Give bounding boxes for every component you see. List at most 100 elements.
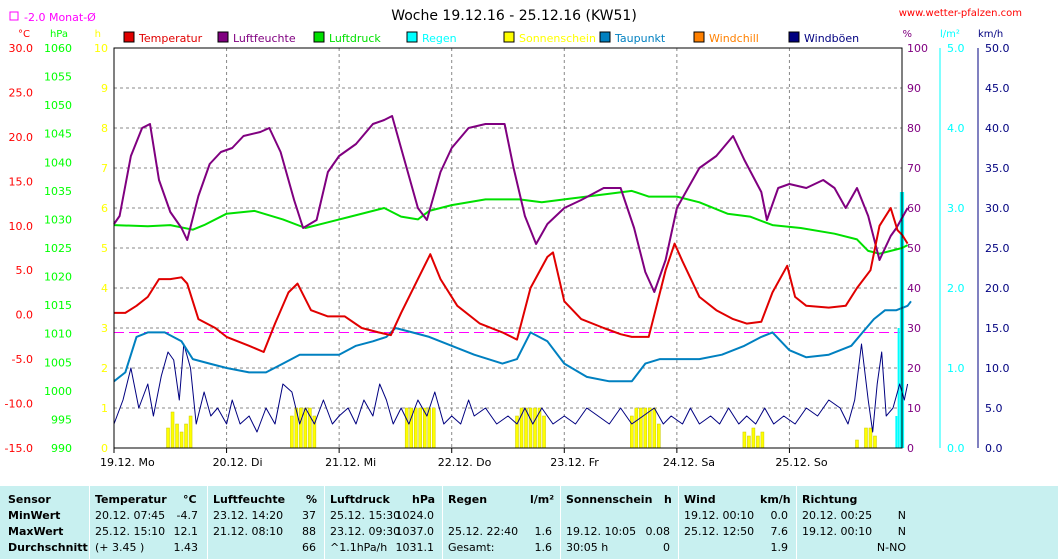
- website-link[interactable]: www.wetter-pfalzen.com: [899, 8, 1022, 19]
- wind-tick-label: 45.0: [985, 82, 1010, 95]
- column-divider: [796, 486, 797, 559]
- pressure-tick-label: 1000: [44, 385, 72, 398]
- sunshine-bar: [864, 427, 868, 449]
- humidity-tick-label: 10: [907, 402, 921, 415]
- header-temperature-unit: °C: [183, 493, 197, 506]
- temp-tick-label: 15.0: [9, 175, 34, 188]
- header-pressure: Luftdruck: [330, 493, 390, 506]
- pressure-avg-value: 1031.1: [395, 541, 435, 554]
- legend-label: Windchill: [709, 32, 759, 45]
- humidity-tick-label: 90: [907, 82, 921, 95]
- x-tick-label: 21.12. Mi: [325, 456, 376, 469]
- legend-swatch: [313, 31, 325, 43]
- sunshine-tick-label: 0: [101, 442, 108, 455]
- temp-tick-label: 0.0: [16, 309, 34, 322]
- monthly-avg-label: -2.0 Monat-Ø: [24, 11, 96, 24]
- sunshine-tick-label: 7: [101, 162, 108, 175]
- humidity-tick-label: 70: [907, 162, 921, 175]
- pressure-tick-label: 1010: [44, 328, 72, 341]
- legend-swatch: [217, 31, 229, 43]
- legend-label: Sonnenschein: [519, 32, 596, 45]
- temp-tick-label: -5.0: [12, 353, 33, 366]
- temp-min-value: -4.7: [176, 509, 198, 522]
- chart-title: Woche 19.12.16 - 25.12.16 (KW51): [391, 8, 637, 24]
- sunshine-tick-label: 2: [101, 362, 108, 375]
- pressure-tick-label: 1040: [44, 156, 72, 169]
- header-wind-unit: km/h: [760, 493, 791, 506]
- weather-chart: Woche 19.12.16 - 25.12.16 (KW51) www.wet…: [4, 8, 1022, 469]
- sunshine-bar: [184, 423, 188, 449]
- direction-min-time: 20.12. 00:25: [802, 509, 873, 522]
- x-axis: 19.12. Mo 20.12. Di 21.12. Mi 22.12. Do 23.1…: [100, 448, 828, 469]
- sunshine-tick-label: 3: [101, 322, 108, 335]
- pressure-trend: ^1.1hPa/h: [330, 541, 388, 554]
- sunshine-avg-value: 0: [663, 541, 670, 554]
- legend-label: Temperatur: [138, 32, 203, 45]
- humidity-tick-label: 40: [907, 282, 921, 295]
- sunshine-bar: [533, 407, 537, 449]
- wind-tick-label: 20.0: [985, 282, 1010, 295]
- wind-tick-label: 50.0: [985, 42, 1010, 55]
- wind-max-time: 25.12. 12:50: [684, 525, 755, 538]
- sunshine-bar: [188, 415, 193, 449]
- pressure-tick-label: 1050: [44, 99, 72, 112]
- sunshine-tick-label: 9: [101, 82, 108, 95]
- legend-swatch: [123, 31, 135, 43]
- sunshine-bar: [166, 427, 170, 449]
- wind-avg-value: 1.9: [770, 541, 789, 554]
- rain-max-time: 25.12. 22:40: [448, 525, 519, 538]
- temp-tick-label: -10.0: [5, 398, 33, 411]
- column-divider: [442, 486, 443, 559]
- humidity-tick-label: 50: [907, 242, 921, 255]
- temp-max-time: 25.12. 15:10: [95, 525, 166, 538]
- legend-swatch: [788, 31, 800, 43]
- temp-tick-label: 5.0: [16, 264, 34, 277]
- header-rain: Regen: [448, 493, 488, 506]
- header-temperature: Temperatur: [95, 493, 167, 506]
- rain-tick-label: 1.0: [947, 362, 965, 375]
- series-line-taupunkt: [113, 300, 912, 383]
- rain-tick-label: 0.0: [947, 442, 965, 455]
- rain-bar: [899, 192, 902, 448]
- direction-max-time: 19.12. 00:10: [802, 525, 873, 538]
- wind-tick-label: 25.0: [985, 242, 1010, 255]
- sunshine-max-value: 0.08: [645, 525, 671, 538]
- chart-legend: Temperatur Luftfeuchte Luftdruck Regen Sonne…: [123, 31, 859, 45]
- series-line-windböen: [113, 343, 909, 433]
- temp-axis-unit: °C: [18, 29, 30, 40]
- column-divider: [207, 486, 208, 559]
- sunshine-bar: [634, 407, 639, 449]
- legend-label: Luftdruck: [329, 32, 381, 45]
- direction-min-value: N: [897, 509, 906, 522]
- humidity-tick-label: 80: [907, 122, 921, 135]
- sunshine-bar: [873, 435, 877, 449]
- direction-avg-value: N-NO: [876, 541, 906, 554]
- wind-tick-label: 15.0: [985, 322, 1010, 335]
- humidity-avg-value: 66: [302, 541, 316, 554]
- wind-max-value: 7.6: [770, 525, 789, 538]
- x-tick-label: 25.12. So: [775, 456, 827, 469]
- sunshine-bar: [756, 435, 760, 449]
- wind-tick-label: 40.0: [985, 122, 1010, 135]
- series-line-luftdruck: [113, 189, 909, 255]
- sunshine-bar: [630, 415, 634, 449]
- header-humidity: Luftfeuchte: [213, 493, 286, 506]
- pressure-tick-label: 990: [51, 442, 72, 455]
- sunshine-bar: [413, 407, 418, 449]
- temp-max-value: 12.1: [173, 525, 199, 538]
- legend-label: Taupunkt: [614, 32, 666, 45]
- pressure-tick-label: 1030: [44, 213, 72, 226]
- pressure-min-value: 1024.0: [395, 509, 435, 522]
- temp-tick-label: 30.0: [9, 42, 34, 55]
- legend-label: Luftfeuchte: [233, 32, 296, 45]
- rain-bar: [902, 192, 905, 448]
- direction-max-value: N: [897, 525, 906, 538]
- temp-tick-label: 25.0: [9, 86, 34, 99]
- column-divider: [324, 486, 325, 559]
- wind-tick-label: 10.0: [985, 362, 1010, 375]
- wind-tick-label: 0.0: [985, 442, 1003, 455]
- legend-swatch: [406, 31, 418, 43]
- statistics-table: Sensor MinWert MaxWert Durchschnitt Temp…: [0, 486, 1058, 559]
- sunshine-bar: [747, 435, 751, 449]
- sunshine-axis-unit: h: [95, 29, 101, 40]
